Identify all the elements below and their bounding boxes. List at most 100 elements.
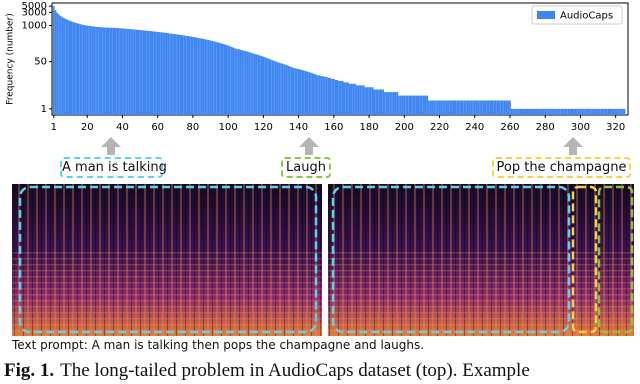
bar	[621, 108, 624, 115]
bar	[114, 27, 117, 116]
bar	[273, 60, 275, 115]
bar	[308, 72, 311, 115]
bar	[347, 82, 349, 115]
bar	[310, 72, 312, 115]
x-tick-label: 80	[187, 122, 200, 133]
bar	[413, 95, 416, 115]
y-tick-label: 1	[41, 104, 47, 115]
text-prompt: Text prompt: A man is talking then pops …	[12, 338, 425, 352]
bar	[375, 89, 377, 115]
bar	[132, 29, 134, 115]
bar	[428, 100, 430, 115]
bar	[306, 71, 309, 115]
bar	[401, 95, 404, 115]
caption-label: Fig. 1.	[4, 360, 55, 381]
bar	[121, 28, 124, 116]
bar	[535, 108, 538, 115]
legend-label: AudioCaps	[560, 11, 613, 22]
bar	[426, 95, 429, 115]
bar	[502, 100, 504, 115]
bar	[149, 31, 152, 115]
bar	[593, 108, 596, 115]
bar	[52, 6, 55, 116]
bar	[459, 100, 462, 115]
bar	[123, 28, 126, 115]
bar	[537, 108, 540, 115]
bar	[82, 24, 85, 115]
bar	[487, 100, 490, 115]
bar	[475, 100, 478, 115]
bar	[244, 51, 247, 115]
bar	[521, 108, 524, 115]
bar	[563, 108, 566, 115]
bar	[213, 41, 215, 115]
bar	[137, 29, 140, 115]
bar	[609, 108, 612, 115]
bar	[258, 55, 261, 115]
bar	[98, 27, 101, 115]
bar	[560, 108, 562, 115]
bar	[405, 95, 407, 115]
bar	[403, 95, 406, 115]
bar	[65, 19, 67, 116]
bar	[366, 87, 369, 115]
bar	[607, 108, 610, 115]
bar	[473, 100, 476, 115]
bar	[103, 27, 106, 115]
bar	[424, 95, 427, 115]
bar	[373, 89, 376, 115]
bar	[542, 108, 545, 115]
bar	[458, 100, 460, 115]
bar	[199, 38, 201, 115]
x-tick-label: 200	[395, 122, 414, 133]
bar	[567, 108, 569, 115]
bar	[422, 95, 425, 115]
bar	[493, 100, 496, 115]
bar	[556, 108, 559, 115]
bar	[376, 89, 379, 115]
bar	[267, 58, 270, 115]
bar	[61, 17, 64, 116]
bar	[318, 75, 321, 115]
bar	[549, 108, 552, 115]
bar	[528, 108, 531, 115]
bar	[280, 63, 282, 115]
bar	[109, 27, 112, 115]
bar	[251, 53, 254, 115]
bar	[221, 43, 224, 115]
bar	[331, 78, 333, 115]
bar	[391, 92, 393, 115]
bar	[354, 83, 356, 115]
bar	[348, 83, 351, 115]
x-tick-label: 1	[51, 122, 57, 133]
bar	[102, 27, 104, 115]
bar	[572, 108, 575, 115]
bar	[179, 34, 182, 115]
bar	[590, 108, 592, 115]
bar	[125, 28, 127, 115]
bar	[574, 108, 577, 115]
bar	[341, 81, 344, 115]
bar	[186, 36, 189, 115]
bar	[96, 26, 99, 116]
bar	[234, 48, 237, 115]
bar	[368, 87, 370, 115]
x-tick-label: 260	[500, 122, 519, 133]
bar	[84, 25, 87, 116]
bar	[56, 12, 59, 115]
bar	[586, 108, 589, 115]
bar	[602, 108, 605, 115]
bar	[190, 36, 193, 116]
bar	[72, 21, 75, 115]
bar	[387, 92, 390, 115]
bar	[479, 100, 481, 115]
bar	[297, 69, 300, 115]
bar	[130, 29, 133, 115]
bar	[456, 100, 459, 115]
annotation: Laugh	[281, 157, 331, 178]
bar	[399, 95, 402, 115]
bar	[371, 87, 374, 115]
bar	[192, 36, 194, 115]
bar	[214, 41, 217, 115]
